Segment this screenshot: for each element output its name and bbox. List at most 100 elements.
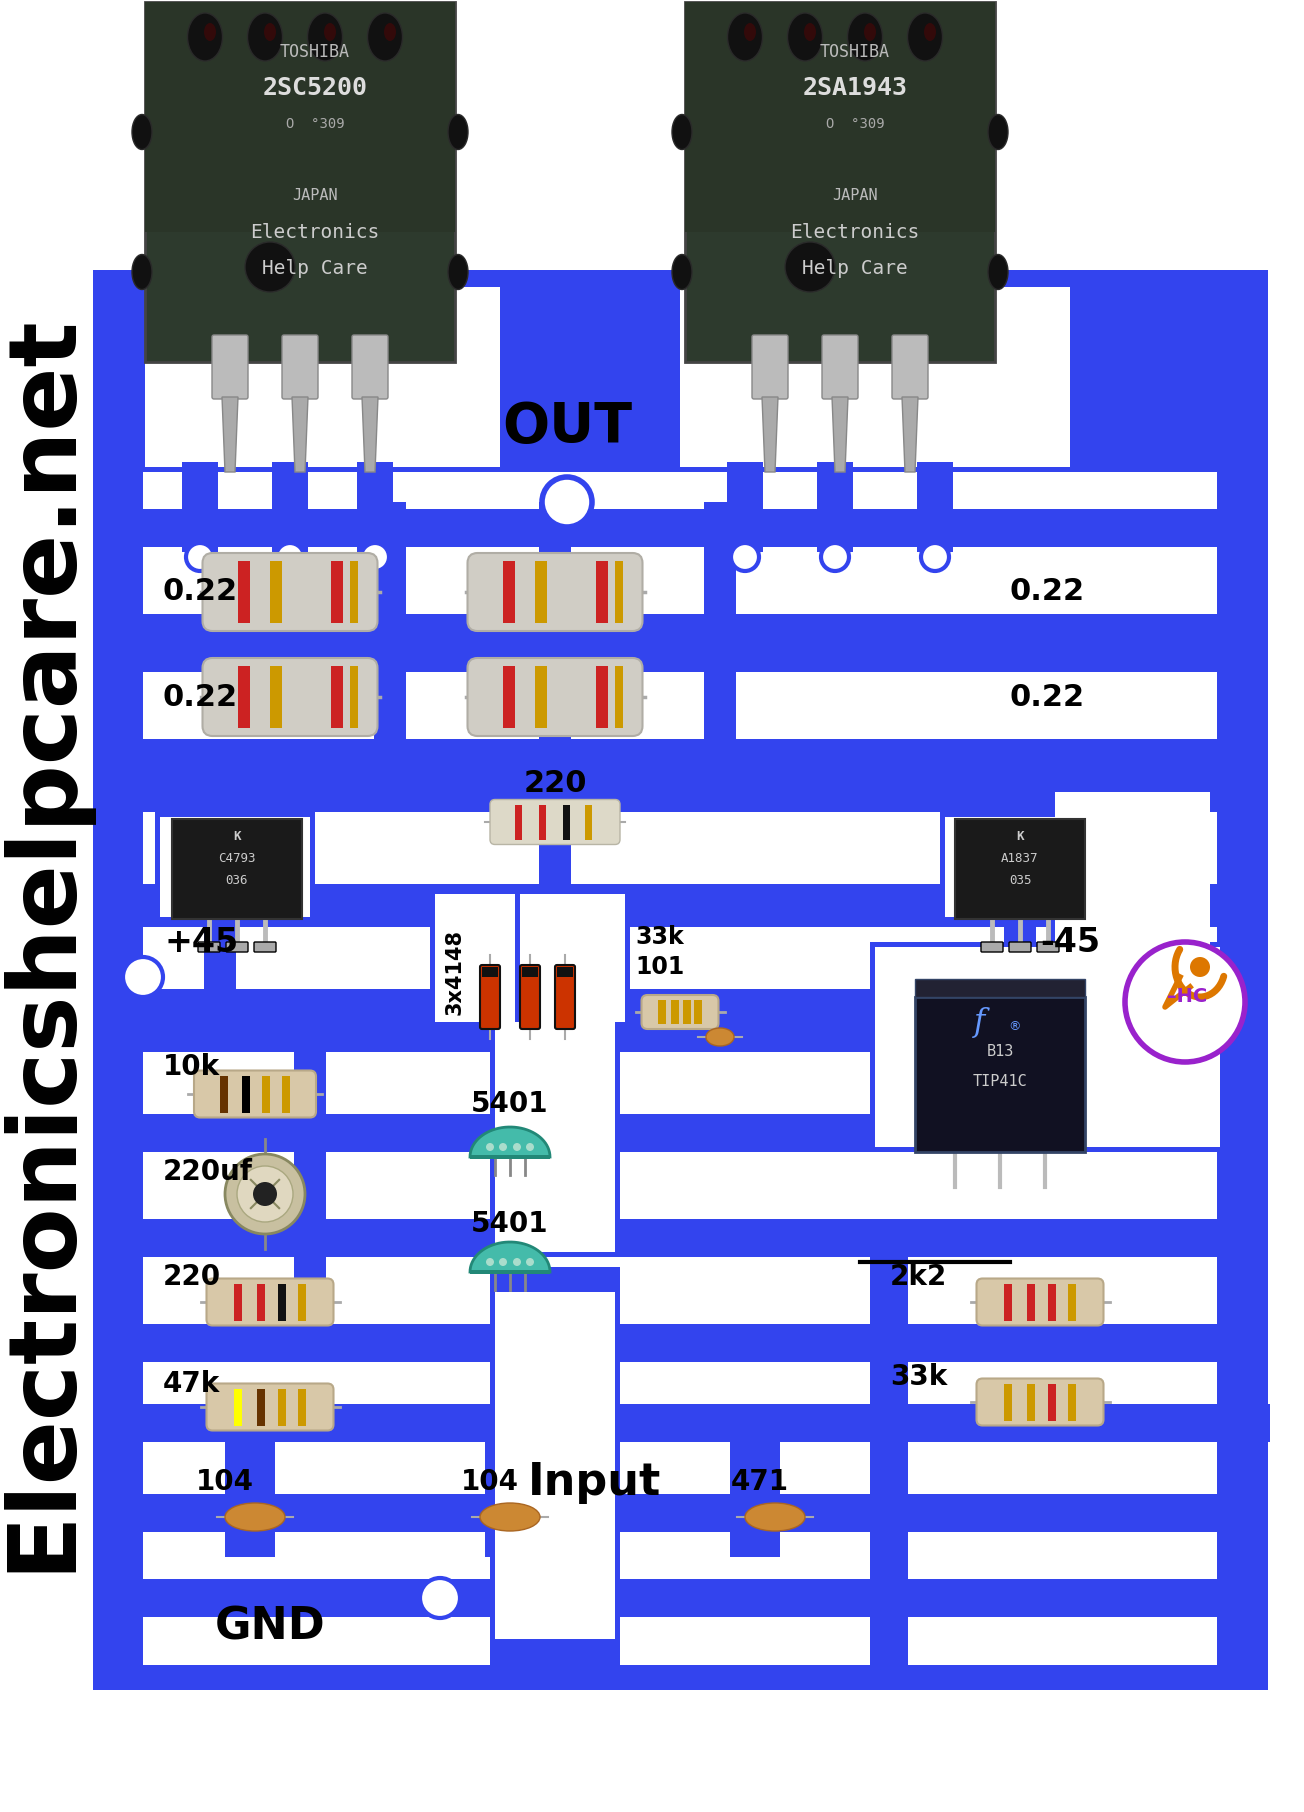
Ellipse shape	[728, 13, 763, 62]
Bar	[282, 1076, 289, 1113]
Bar	[535, 562, 546, 623]
FancyBboxPatch shape	[194, 1071, 316, 1118]
Text: 0.22: 0.22	[163, 683, 239, 712]
Bar	[243, 1076, 250, 1113]
Bar	[1068, 1283, 1076, 1321]
Ellipse shape	[705, 1027, 734, 1046]
Bar	[106, 1219, 1254, 1258]
Circle shape	[499, 1258, 507, 1267]
Text: Help Care: Help Care	[262, 259, 368, 277]
Bar	[496, 1292, 615, 1672]
FancyBboxPatch shape	[468, 553, 643, 631]
Circle shape	[226, 1154, 305, 1234]
Text: 036: 036	[226, 875, 248, 888]
Text: –HC: –HC	[1167, 988, 1208, 1006]
Bar	[917, 462, 953, 553]
Text: OUT: OUT	[502, 400, 632, 455]
Bar	[278, 1283, 286, 1321]
Ellipse shape	[308, 13, 343, 62]
FancyBboxPatch shape	[490, 799, 619, 844]
Text: 101: 101	[635, 955, 685, 978]
Bar	[172, 819, 303, 919]
Circle shape	[237, 1165, 293, 1221]
Ellipse shape	[988, 114, 1008, 150]
Ellipse shape	[188, 13, 223, 62]
Bar	[704, 607, 735, 777]
Ellipse shape	[745, 1502, 805, 1531]
Bar	[1047, 1283, 1055, 1321]
Polygon shape	[762, 397, 778, 471]
Bar	[106, 989, 1254, 1027]
Text: Electronicshelpcare.net: Electronicshelpcare.net	[0, 312, 87, 1571]
Bar	[490, 1017, 619, 1258]
Polygon shape	[469, 1127, 550, 1158]
Ellipse shape	[788, 13, 823, 62]
Bar	[233, 1388, 241, 1426]
Text: Electronics: Electronics	[250, 223, 379, 241]
Bar	[237, 667, 249, 728]
Bar	[818, 462, 853, 553]
Bar	[106, 283, 1254, 471]
FancyBboxPatch shape	[206, 1384, 334, 1430]
Bar	[940, 810, 1101, 922]
Bar	[106, 1404, 1254, 1442]
Bar	[515, 805, 522, 839]
Bar	[685, 2, 995, 362]
Circle shape	[512, 1258, 522, 1267]
FancyBboxPatch shape	[520, 966, 540, 1029]
Text: 3x4148: 3x4148	[445, 930, 466, 1015]
Bar	[226, 1437, 275, 1557]
Text: Input: Input	[528, 1460, 661, 1504]
Circle shape	[361, 544, 389, 571]
FancyBboxPatch shape	[892, 335, 928, 399]
Text: 2SA1943: 2SA1943	[802, 76, 908, 100]
Bar	[270, 562, 282, 623]
Bar	[106, 283, 1254, 1676]
Bar	[1004, 911, 1035, 1002]
Ellipse shape	[672, 114, 692, 150]
Ellipse shape	[323, 24, 336, 42]
Text: 104: 104	[462, 1468, 519, 1497]
Circle shape	[1125, 942, 1245, 1062]
Bar	[539, 712, 571, 922]
Text: 0.22: 0.22	[163, 578, 239, 607]
Bar	[945, 817, 1095, 917]
Bar	[374, 607, 406, 777]
Bar	[106, 634, 1254, 672]
Bar	[522, 968, 539, 977]
Ellipse shape	[449, 114, 468, 150]
Text: 5401: 5401	[471, 1091, 549, 1118]
Bar	[539, 805, 546, 839]
Text: 2k2: 2k2	[891, 1263, 947, 1290]
Bar	[704, 502, 735, 672]
Bar	[679, 286, 1071, 467]
Bar	[870, 942, 1224, 1152]
Circle shape	[921, 544, 949, 571]
Bar	[1217, 283, 1254, 1676]
FancyBboxPatch shape	[198, 942, 220, 951]
Text: 035: 035	[1009, 875, 1031, 888]
Circle shape	[1198, 957, 1237, 997]
Text: 104: 104	[196, 1468, 254, 1497]
Bar	[106, 911, 143, 1363]
Ellipse shape	[848, 13, 883, 62]
Bar	[1217, 977, 1254, 1676]
Bar	[349, 562, 357, 623]
FancyBboxPatch shape	[206, 1279, 334, 1326]
Bar	[233, 1283, 241, 1321]
Bar	[875, 948, 1221, 1147]
Ellipse shape	[263, 24, 276, 42]
Text: O  °309: O °309	[286, 118, 344, 130]
Bar	[694, 1000, 702, 1024]
Circle shape	[1191, 957, 1210, 977]
Text: Electronics: Electronics	[790, 223, 919, 241]
Text: 471: 471	[732, 1468, 789, 1497]
Text: JAPAN: JAPAN	[292, 188, 338, 203]
Bar	[330, 562, 343, 623]
Bar	[106, 1495, 1254, 1531]
Bar	[106, 774, 1254, 812]
Circle shape	[542, 477, 592, 527]
Text: f: f	[974, 1006, 986, 1038]
Text: 10k: 10k	[163, 1053, 220, 1082]
Bar	[106, 1114, 1254, 1152]
